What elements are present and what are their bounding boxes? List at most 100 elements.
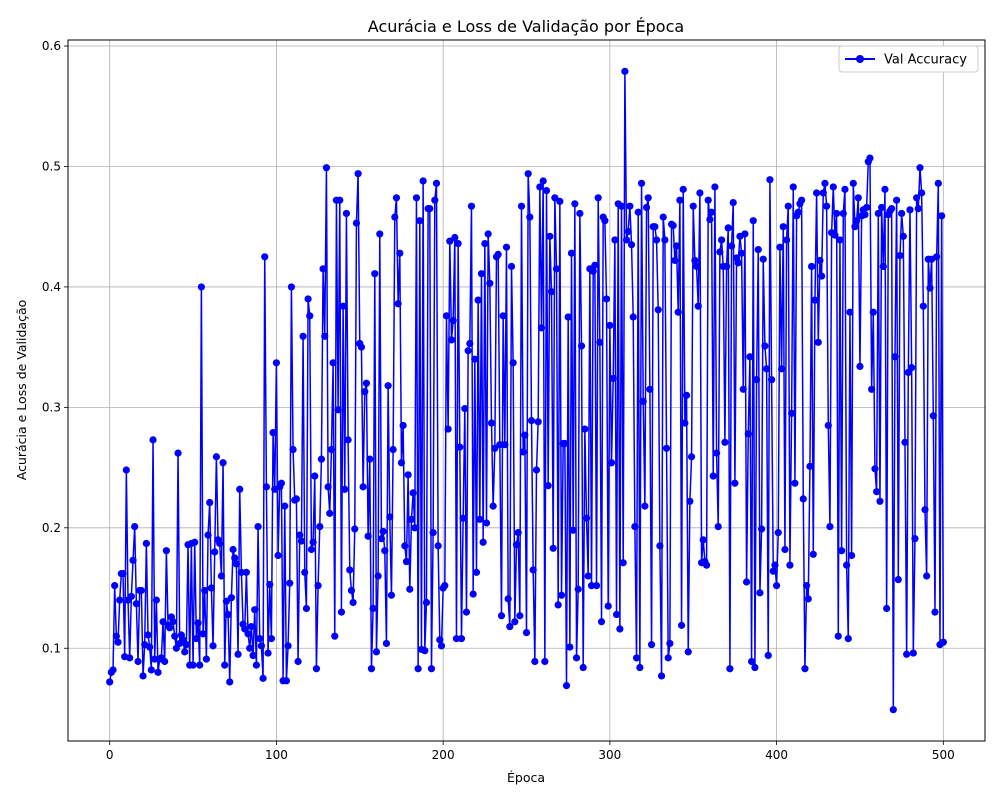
data-point bbox=[149, 436, 157, 444]
data-point bbox=[501, 441, 509, 449]
data-point bbox=[749, 217, 757, 225]
data-point bbox=[296, 531, 304, 539]
data-point bbox=[446, 237, 454, 245]
y-axis-label: Acurácia e Loss de Validação bbox=[14, 300, 29, 481]
data-point bbox=[476, 515, 484, 523]
data-point bbox=[592, 582, 601, 590]
data-point bbox=[752, 376, 761, 384]
data-point bbox=[816, 256, 824, 265]
x-tick-label: 200 bbox=[432, 748, 455, 762]
data-point bbox=[472, 568, 481, 576]
data-point bbox=[597, 618, 606, 626]
data-point bbox=[901, 438, 909, 446]
data-point bbox=[229, 545, 237, 554]
data-point bbox=[362, 379, 371, 387]
data-point bbox=[337, 608, 346, 616]
data-point bbox=[201, 586, 209, 595]
data-point bbox=[317, 455, 326, 463]
data-point bbox=[699, 536, 707, 544]
data-point bbox=[624, 227, 632, 236]
data-point bbox=[669, 221, 677, 230]
data-point bbox=[146, 643, 154, 651]
data-point bbox=[254, 523, 262, 531]
data-point bbox=[647, 641, 656, 649]
data-point bbox=[262, 483, 271, 491]
data-point bbox=[552, 265, 561, 273]
data-point bbox=[494, 250, 502, 258]
data-point bbox=[347, 586, 356, 595]
data-point bbox=[447, 336, 456, 344]
data-point bbox=[539, 177, 547, 185]
data-point bbox=[606, 321, 614, 330]
data-point bbox=[549, 544, 557, 552]
data-point bbox=[711, 183, 719, 191]
data-point bbox=[604, 602, 612, 610]
data-point bbox=[349, 598, 357, 607]
data-point bbox=[619, 559, 627, 567]
data-point bbox=[309, 538, 317, 546]
data-point bbox=[933, 253, 941, 261]
data-point bbox=[911, 535, 919, 543]
data-point bbox=[544, 482, 552, 490]
data-point bbox=[759, 255, 767, 263]
data-point bbox=[849, 179, 857, 187]
data-point bbox=[282, 677, 291, 685]
data-point bbox=[616, 625, 624, 633]
data-point bbox=[903, 650, 911, 658]
data-point bbox=[482, 519, 491, 527]
data-point bbox=[369, 604, 377, 613]
data-point bbox=[392, 194, 401, 202]
data-point bbox=[893, 196, 901, 204]
data-point bbox=[119, 569, 127, 578]
data-point bbox=[841, 185, 849, 193]
data-point bbox=[916, 164, 924, 172]
data-point bbox=[171, 632, 179, 640]
data-point bbox=[774, 529, 782, 537]
data-point bbox=[152, 596, 160, 604]
data-point bbox=[813, 189, 821, 197]
data-point bbox=[534, 418, 542, 426]
data-point bbox=[261, 253, 269, 261]
data-point bbox=[631, 523, 639, 531]
data-point bbox=[781, 545, 789, 554]
data-point bbox=[716, 248, 724, 256]
data-point bbox=[801, 665, 809, 673]
data-point bbox=[287, 283, 296, 291]
data-point bbox=[132, 600, 140, 608]
data-point bbox=[181, 648, 189, 656]
data-point bbox=[811, 296, 819, 304]
data-point bbox=[794, 208, 802, 216]
data-point bbox=[712, 449, 721, 457]
data-point bbox=[189, 661, 197, 669]
data-point bbox=[589, 267, 597, 275]
data-point bbox=[908, 364, 916, 372]
data-point bbox=[222, 597, 230, 605]
data-point bbox=[336, 196, 344, 204]
data-point bbox=[409, 489, 417, 497]
data-point bbox=[371, 270, 379, 278]
data-point bbox=[292, 495, 301, 503]
data-point bbox=[566, 643, 574, 651]
data-point bbox=[196, 661, 204, 669]
data-point bbox=[923, 572, 931, 580]
data-point bbox=[921, 506, 929, 514]
data-point bbox=[242, 568, 250, 576]
data-point bbox=[789, 183, 797, 191]
data-point bbox=[509, 359, 517, 367]
data-point bbox=[584, 572, 592, 580]
data-point bbox=[926, 284, 934, 292]
data-point bbox=[691, 256, 699, 265]
data-point bbox=[354, 170, 362, 178]
data-point bbox=[207, 584, 215, 592]
data-point bbox=[582, 514, 591, 522]
data-point bbox=[831, 231, 839, 239]
data-point bbox=[342, 209, 351, 218]
data-point bbox=[481, 239, 489, 248]
data-point bbox=[367, 665, 376, 673]
data-point bbox=[529, 566, 537, 574]
data-point bbox=[861, 211, 869, 219]
y-tick-label: 0.2 bbox=[42, 521, 61, 535]
data-point bbox=[527, 417, 536, 425]
data-point bbox=[611, 236, 619, 244]
data-point bbox=[277, 479, 286, 487]
